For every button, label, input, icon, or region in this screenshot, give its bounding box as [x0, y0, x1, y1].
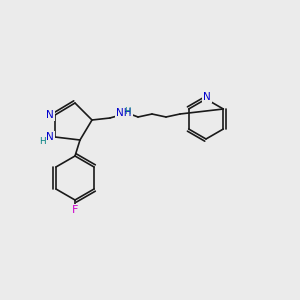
- Text: F: F: [72, 205, 78, 215]
- Text: H: H: [124, 106, 130, 116]
- Text: N: N: [46, 132, 54, 142]
- Text: H: H: [39, 136, 45, 146]
- Text: N: N: [46, 110, 54, 120]
- Text: N: N: [203, 92, 211, 102]
- Text: NH: NH: [116, 108, 132, 118]
